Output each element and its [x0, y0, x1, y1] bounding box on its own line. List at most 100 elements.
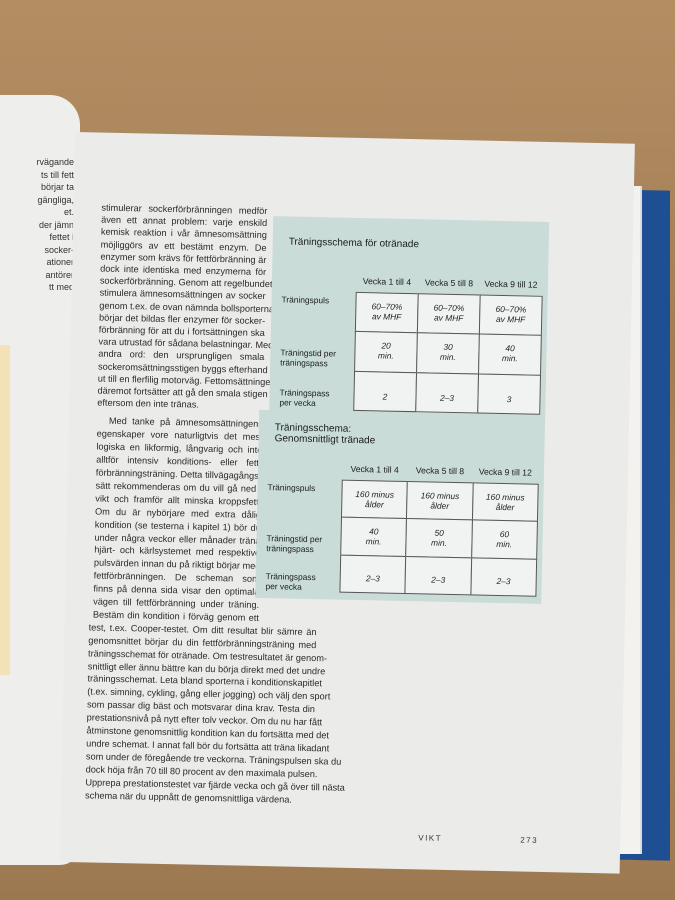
table-cell: 2–3 [339, 554, 407, 595]
table-cell: 2–3 [415, 371, 480, 414]
cell-line: min. [439, 352, 456, 363]
right-page: VIKT 273 stimulerar sockerförbränningen … [59, 132, 635, 874]
illustration-box [0, 345, 10, 675]
title-line: Genomsnittligt tränade [274, 433, 376, 447]
text-fragment: börjar ta [40, 182, 74, 192]
table-cell: 40 min. [340, 516, 408, 557]
table-cell: 30 min. [416, 332, 480, 375]
column-header: Vecka 9 till 12 [478, 466, 532, 478]
body-line: dock inte identiska med enzymerna för [100, 263, 267, 278]
body-line: alltför intensiv konditions- eller fett- [96, 454, 263, 469]
cell-line: av MHF [433, 312, 464, 324]
body-line: Om du är nybörjare med extra dålig [94, 506, 262, 520]
body-line: som under de föregående tre veckorna. Tr… [85, 751, 342, 767]
body-line: genomsnittet börjar du din fettförbränni… [88, 635, 317, 650]
body-line: vara utrustad för sådana belastningar. M… [98, 336, 274, 351]
body-line: ut till en flerfilig motorväg. Fettomsät… [97, 373, 276, 388]
column-header: Vecka 1 till 4 [350, 463, 399, 475]
body-line: snittligt eller ännu bättre kan du börja… [87, 660, 326, 676]
schedule-table: Träningsschema: Genomsnittligt tränade Vec… [255, 409, 546, 604]
label-line: per vecka [279, 396, 316, 408]
row-label: Träningstid per träningspass [280, 348, 336, 369]
label-line: träningspass [266, 543, 314, 555]
table-cell: 160 minus ålder [471, 482, 539, 523]
body-line: hjärt- och kärlsystemet med respektive [94, 544, 261, 559]
label-line: Träningspass [279, 386, 330, 399]
body-line: Bestäm din kondition i förväg genom ett [92, 609, 259, 623]
body-line: börjar det bildas fler enzymer för socke… [99, 312, 266, 326]
text-fragment: et. [63, 207, 74, 217]
column-header: Vecka 1 till 4 [362, 276, 412, 288]
table-cell: 40 min. [478, 333, 542, 376]
text-fragment: rvägande [36, 157, 74, 167]
body-line: pulsvärden innan du på riktigt börjar me… [93, 557, 261, 572]
cell-line: 3 [506, 394, 512, 405]
body-line: eftersom den inte tränas. [97, 397, 200, 410]
cell-line: min. [377, 350, 394, 362]
text-fragment: ts till fett [40, 169, 74, 180]
label-line: Träningspass [265, 570, 316, 582]
body-line: stimulerar sockerförbränningen medför [101, 202, 268, 217]
table-cell: 60–70% av MHF [354, 291, 419, 334]
body-line: åtminstone genomsnittlig kondition kan d… [86, 725, 330, 741]
table-title: Träningsschema: Genomsnittligt tränade [275, 422, 376, 446]
column-header: Vecka 5 till 8 [424, 277, 474, 289]
table-cell: 50 min. [405, 518, 473, 559]
body-line: fettförbränningen. De scheman som [93, 570, 260, 585]
body-line: dock höja från 70 till 80 procent av den… [85, 764, 318, 779]
cell-line: min. [496, 539, 513, 550]
text-fragment: tt med [48, 282, 74, 292]
table-cell: 60–70% av MHF [416, 293, 481, 335]
body-line: Upprepa prestationstestet var fjärde vec… [85, 776, 345, 793]
table-cell: 160 minus ålder [406, 481, 474, 521]
body-line: som passar dig bäst och motsvarar dina k… [86, 699, 316, 715]
label-line: träningspass [280, 357, 328, 369]
row-label: Träningspuls [268, 482, 316, 493]
body-line: vägen till fettförbränning under träning… [93, 596, 260, 610]
row-label: Träningstid per träningspass [266, 533, 322, 554]
body-line: logiska en likformig, långvarig och inte [96, 441, 263, 456]
table-cell: 160 minus ålder [340, 479, 409, 520]
body-line: (t.ex. simning, cykling, gång eller jogg… [87, 686, 331, 702]
schedule-table: Träningsschema för otränade Vecka 1 till … [269, 216, 550, 422]
body-line: träningsschemat för otränade. Om testres… [87, 647, 328, 663]
body-line: undre schemat. I annat fall bör du forts… [86, 738, 330, 754]
cell-line: min. [430, 537, 447, 549]
cell-line: ålder [430, 500, 450, 511]
body-line: prestationsnivå på nytt efter tolv vecko… [86, 712, 323, 728]
cell-line: ålder [495, 501, 515, 513]
table-cell: 2–3 [404, 555, 472, 596]
body-line: schema när du uppnått de genomsnittliga … [85, 789, 293, 805]
label-line: Träningspuls [267, 482, 316, 494]
table-cell: 2–3 [470, 557, 538, 597]
text-fragment: ationer [46, 257, 74, 267]
table-cell: 60 min. [470, 519, 538, 560]
cell-line: av MHF [371, 311, 402, 322]
body-line: genom t.ex. de ovan nämnda bollsporterna… [99, 300, 277, 314]
section-name: VIKT [418, 833, 443, 843]
body-line: förbränning för att du i fortsättningen … [98, 324, 265, 339]
body-line: finns på denna sida visar den optimala [93, 583, 260, 598]
table-cell: 60–70% av MHF [478, 294, 543, 337]
body-line: även ett annat problem: varje enskild [101, 214, 268, 229]
body-line: kemisk reaktion i vår ämnesomsättning [100, 226, 267, 241]
body-line: träningsschemat. Leta bland sporterna i … [87, 673, 323, 689]
table-cell: 20 min. [354, 331, 418, 373]
body-line: sockeromsättningsstigen byggs efterhand [97, 361, 268, 375]
body-line: sockerförbränning. Genom att regelbundet [99, 275, 273, 290]
row-label: Träningspuls [281, 294, 329, 305]
cell-line: 2–3 [365, 573, 380, 584]
body-line: kondition (se testerna i kapitel 1) bör … [94, 519, 261, 533]
row-label: Träningspass per vecka [279, 387, 329, 408]
body-line: vikt och framför allt minska kroppsfett. [95, 493, 262, 507]
column-header: Vecka 5 till 8 [415, 465, 465, 477]
body-line: egenskaper vore naturligtvis det mest [96, 428, 263, 443]
cell-line: 2–3 [439, 392, 455, 403]
cell-line: min. [501, 353, 518, 364]
cell-line: 2–3 [431, 574, 446, 585]
page-number: 273 [520, 835, 539, 845]
table-cell: 3 [477, 373, 542, 415]
body-line: däremot fortsätter att gå den smala stig… [97, 385, 268, 400]
cell-line: min. [365, 536, 382, 547]
